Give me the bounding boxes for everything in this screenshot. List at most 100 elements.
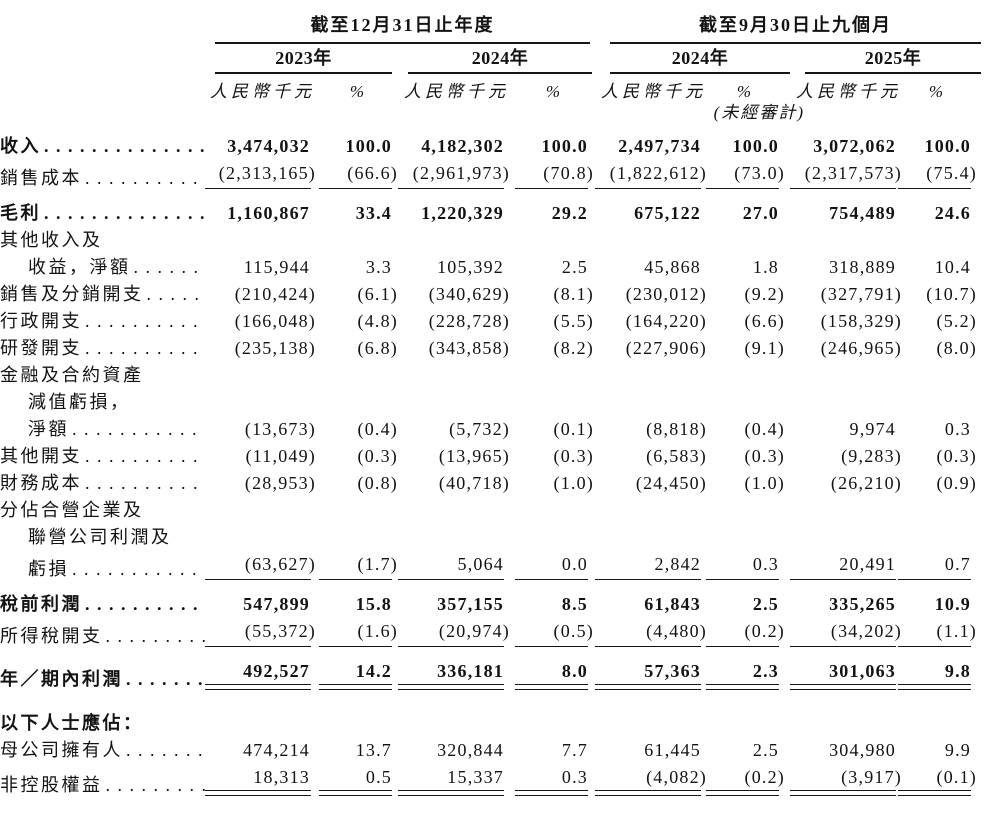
row-label: 銷售及分銷開支 <box>0 284 144 304</box>
value-cell: (13,673) <box>205 413 315 440</box>
row-label-cell: 行政開支. . . . . . . . . . . . . . . . . . … <box>0 305 205 332</box>
cell-value: 4,182,302 <box>421 136 504 156</box>
percent-header: % <box>701 74 779 102</box>
cell-value: (0.3) <box>936 446 977 466</box>
cell-value: 3.3 <box>365 257 392 277</box>
underline-rule <box>595 644 701 647</box>
value-cell: (40,718) <box>392 467 509 494</box>
value-cell <box>896 521 971 548</box>
value-cell <box>701 386 779 413</box>
table-row: 虧損. . . . . . . . . . . . . . . . . . . … <box>0 548 971 580</box>
value-cell <box>504 690 588 734</box>
table-row: 收益，淨額. . . . . . . . . . . . . . . . . .… <box>0 251 971 278</box>
double-underline-rule <box>319 790 392 796</box>
row-label: 母公司擁有人 <box>0 740 123 760</box>
label-column-spacer <box>0 44 205 74</box>
value-cell: 7.7 <box>504 734 588 761</box>
value-cell: (0.1) <box>504 413 593 440</box>
value-cell <box>392 521 504 548</box>
value-cell: (230,012) <box>588 278 706 305</box>
cell-value: 2.5 <box>752 594 779 614</box>
cell-value: 15.8 <box>355 594 392 614</box>
value-cell: 15,337 <box>392 761 504 796</box>
table-row: 分佔合營企業及 <box>0 494 971 521</box>
value-cell <box>896 224 971 251</box>
value-cell: (8.2) <box>504 332 593 359</box>
value-cell: 4,182,302 <box>392 123 504 157</box>
value-cell: (5.2) <box>896 305 976 332</box>
value-cell: (235,138) <box>205 332 315 359</box>
underline-rule <box>898 186 971 189</box>
value-cell: (0.9) <box>896 467 976 494</box>
value-cell: (2,961,973) <box>392 157 509 189</box>
value-cell: (8.0) <box>896 332 976 359</box>
value-cell: 29.2 <box>504 189 588 224</box>
value-cell: (1.7) <box>310 548 397 580</box>
cell-value: (1.0) <box>553 473 594 493</box>
row-label: 銷售成本 <box>0 168 82 188</box>
value-cell: (0.8) <box>310 467 397 494</box>
cell-value: 336,181 <box>437 661 504 681</box>
row-label: 減值虧損， <box>28 392 131 412</box>
table-row: 毛利. . . . . . . . . . . . . . . . . . . … <box>0 189 971 224</box>
cell-value: (235,138) <box>234 338 316 358</box>
dot-leader: . . . . . . . . . . . . . . . . . . . . … <box>105 775 206 795</box>
value-cell <box>701 494 779 521</box>
percent-label: % <box>736 82 751 101</box>
value-cell: 301,063 <box>779 647 896 690</box>
cell-value: (1.0) <box>744 473 785 493</box>
value-cell <box>310 224 392 251</box>
value-cell: (4,082) <box>588 761 706 796</box>
cell-value: 13.7 <box>355 740 392 760</box>
value-cell: 45,868 <box>588 251 701 278</box>
cell-value: 33.4 <box>355 203 392 223</box>
value-cell: (9.1) <box>701 332 784 359</box>
label-column-spacer <box>0 12 205 44</box>
cell-value: 100.0 <box>541 136 588 156</box>
value-cell: (0.2) <box>701 615 784 647</box>
cell-value: (3,917) <box>841 767 902 787</box>
value-cell: 9.9 <box>896 734 971 761</box>
underline-rule <box>515 644 588 647</box>
value-cell: 27.0 <box>701 189 779 224</box>
period-header-row: 截至12月31日止年度 截至9月30日止九個月 <box>0 12 981 44</box>
cell-value: (228,728) <box>428 311 510 331</box>
cell-value: 105,392 <box>437 257 504 277</box>
currency-unit-header: 人民幣千元 <box>588 74 702 102</box>
value-cell: 5,064 <box>392 548 504 580</box>
dot-leader: . . . . . . . . . . . . . . . . . . . . … <box>44 203 205 223</box>
value-cell: (227,906) <box>588 332 706 359</box>
value-cell: 0.5 <box>310 761 392 796</box>
value-cell <box>310 359 392 386</box>
table-row: 年／期內利潤. . . . . . . . . . . . . . . . . … <box>0 647 971 690</box>
row-label: 以下人士應佔： <box>0 713 144 733</box>
cell-value: 9.8 <box>944 661 971 681</box>
cell-value: (1,822,612) <box>609 163 707 183</box>
row-label-cell: 銷售成本. . . . . . . . . . . . . . . . . . … <box>0 157 205 189</box>
value-cell: (28,953) <box>205 467 315 494</box>
cell-value: 14.2 <box>355 661 392 681</box>
value-cell <box>588 386 701 413</box>
row-label-cell: 其他收入及 <box>0 224 205 251</box>
value-cell <box>205 386 310 413</box>
row-label-cell: 非控股權益. . . . . . . . . . . . . . . . . .… <box>0 761 205 796</box>
table-row: 稅前利潤. . . . . . . . . . . . . . . . . . … <box>0 580 971 615</box>
table-row: 金融及合約資產 <box>0 359 971 386</box>
value-cell: (55,372) <box>205 615 315 647</box>
row-label-cell: 收益，淨額. . . . . . . . . . . . . . . . . .… <box>0 251 205 278</box>
table-row: 銷售及分銷開支. . . . . . . . . . . . . . . . .… <box>0 278 976 305</box>
currency-unit-header: 人民幣千元 <box>205 74 311 102</box>
cell-value: (5.2) <box>936 311 977 331</box>
double-underline-rule <box>595 790 701 796</box>
cell-value: 10.9 <box>934 594 971 614</box>
value-cell: 18,313 <box>205 761 311 796</box>
value-cell <box>896 494 971 521</box>
value-cell: (8.1) <box>504 278 593 305</box>
table-row: 聯營公司利潤及 <box>0 521 971 548</box>
value-cell <box>896 359 971 386</box>
year-header: 2024年 <box>408 44 592 74</box>
value-cell: (10.7) <box>896 278 976 305</box>
value-cell <box>504 521 588 548</box>
cell-value: 3,474,032 <box>227 136 310 156</box>
